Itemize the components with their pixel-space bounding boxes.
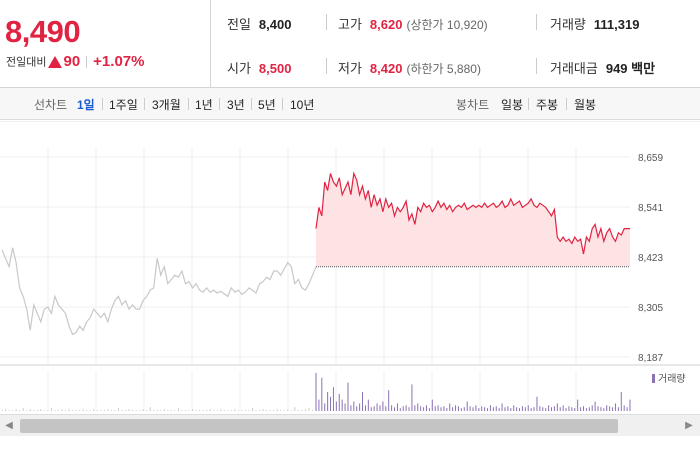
divider [536,14,537,30]
info-row-1: 전일 8,400 고가 8,620 (상한가 10,920) 거래량 111,319 [212,0,700,44]
y-tick-label: 8,541 [638,203,663,214]
low-price: 저가 8,420 (하한가 5,880) [338,58,481,77]
prev-close: 전일 8,400 [227,14,291,33]
trade-amount: 거래대금 949 백만 [550,58,655,77]
open-value: 8,500 [258,61,292,76]
change-label: 전일대비 [6,56,47,69]
volume-value: 111,319 [593,17,640,32]
y-tick-label: 8,305 [638,303,663,314]
chart-svg: 8,659 8,541 8,423 8,305 8,187 거래량 [0,121,700,411]
tab-10years[interactable]: 10년 [290,98,315,112]
chart-tabs: 선차트 1일 1주일 3개월 1년 3년 5년 10년 봉차트 일봉 주봉 월봉 [0,88,700,120]
amount-value: 949 백만 [605,61,656,76]
current-price: 8,490 [5,14,81,49]
amount-label: 거래대금 [550,61,598,76]
high-price: 고가 8,620 (상한가 10,920) [338,14,488,33]
divider [536,58,537,74]
divider [528,98,529,110]
price-chart: 8,659 8,541 8,423 8,305 8,187 거래량 [0,121,700,416]
scroll-left-icon[interactable]: ◀ [5,420,13,431]
scroll-thumb[interactable] [20,419,618,433]
upper-limit: (상한가 10,920) [406,18,488,32]
high-label: 고가 [338,17,362,32]
low-value: 8,420 [369,61,403,76]
divider [326,14,327,30]
divider [566,98,567,110]
tab-5years[interactable]: 5년 [258,98,276,112]
tab-3months[interactable]: 3개월 [152,98,181,112]
tab-1year[interactable]: 1년 [195,98,213,112]
prev-close-label: 전일 [227,17,251,32]
tab-weekly-candle[interactable]: 주봉 [536,98,559,112]
y-tick-label: 8,187 [638,353,663,364]
open-label: 시가 [227,61,251,76]
previous-day-line [1,247,317,336]
open-price: 시가 8,500 [227,58,291,77]
change-amount: 90 [63,53,81,70]
tab-monthly-candle[interactable]: 월봉 [574,98,597,112]
divider [219,98,220,110]
price-change: 전일대비 90 +1.07% [6,53,144,70]
change-percent: +1.07% [93,53,145,70]
triangle-up-icon [48,55,63,68]
tab-1day[interactable]: 1일 [77,98,95,112]
candle-chart-title: 봉차트 [456,98,490,112]
low-label: 저가 [338,61,362,76]
line-chart-title: 선차트 [34,98,68,112]
lower-limit: (하한가 5,880) [406,62,481,76]
tab-1week[interactable]: 1주일 [109,98,138,112]
current-price-box: 8,490 전일대비 90 +1.07% [0,0,211,88]
volume-label: 거래량 [550,17,586,32]
high-value: 8,620 [369,17,403,32]
today-area-fill [316,173,630,267]
y-tick-label: 8,659 [638,153,663,164]
today-price-line [315,171,630,255]
divider [326,58,327,74]
divider [102,98,103,110]
quote-summary: 8,490 전일대비 90 +1.07% 전일 8,400 고가 8,620 (상한가 1… [0,0,700,88]
volume: 거래량 111,319 [550,14,639,33]
scroll-right-icon[interactable]: ▶ [685,420,693,431]
prev-close-value: 8,400 [258,17,292,32]
divider [188,98,189,110]
info-row-2: 시가 8,500 저가 8,420 (하한가 5,880) 거래대금 949 백만 [212,44,700,88]
chart-scrollbar[interactable]: ◀ ▶ [0,414,700,436]
divider [144,98,145,110]
tab-daily-candle[interactable]: 일봉 [501,98,524,112]
volume-legend-swatch [652,374,655,383]
divider [282,98,283,110]
divider [86,55,88,68]
tab-3years[interactable]: 3년 [227,98,245,112]
divider [251,98,252,110]
volume-legend-label: 거래량 [658,373,686,385]
y-tick-label: 8,423 [638,253,663,264]
